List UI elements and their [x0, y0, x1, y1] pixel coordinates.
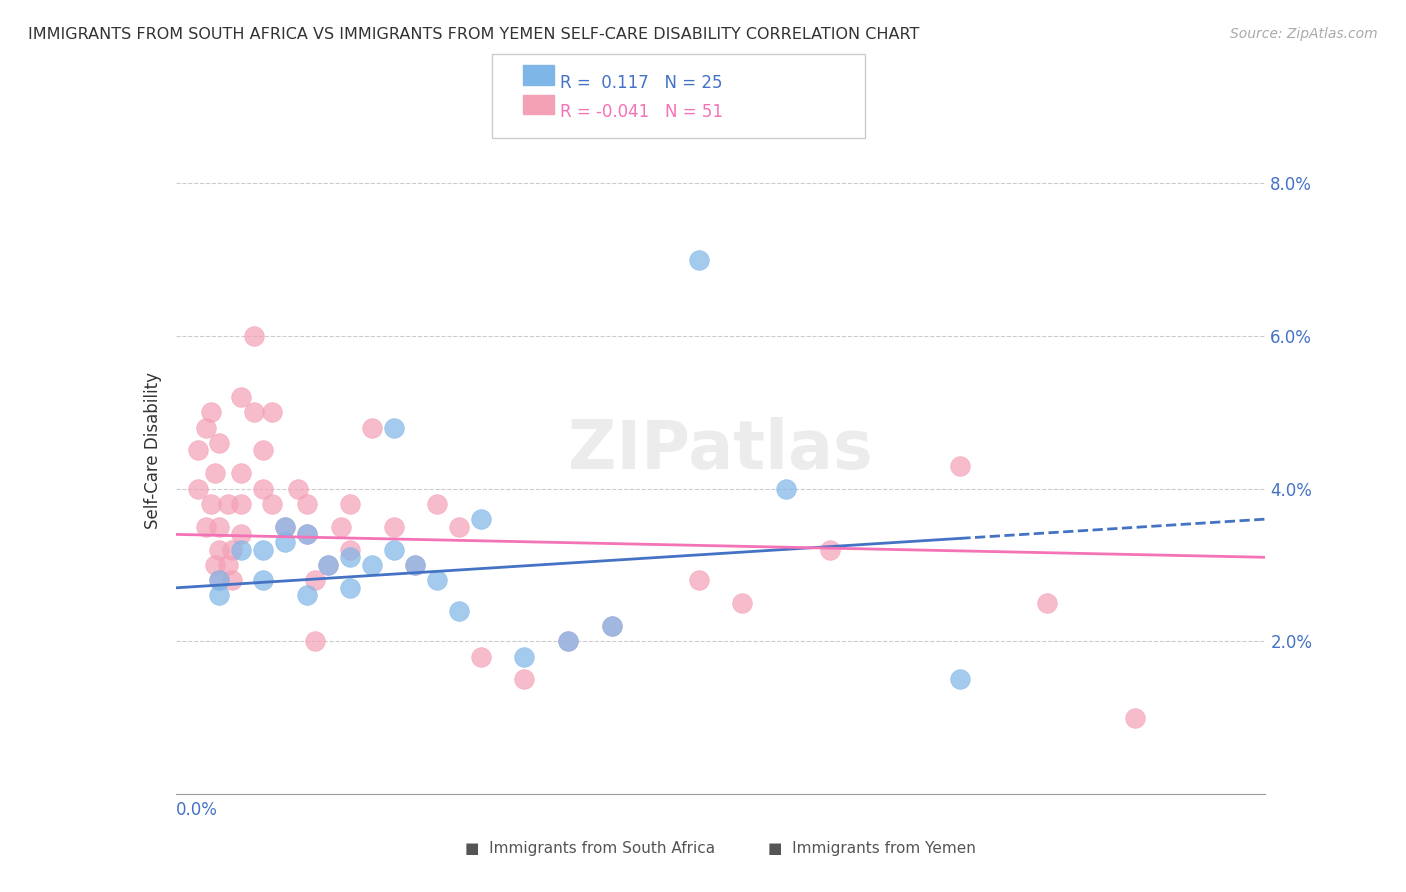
Point [295, 527, 318, 541]
Point [382, 520, 405, 534]
Point [339, 542, 361, 557]
Point [1123, 710, 1146, 724]
Point [204, 467, 226, 481]
Point [274, 520, 297, 534]
Point [600, 619, 623, 633]
Text: 0.0%: 0.0% [176, 801, 218, 819]
Point [688, 252, 710, 267]
Point [731, 596, 754, 610]
Point [426, 497, 449, 511]
Text: ■  Immigrants from South Africa: ■ Immigrants from South Africa [465, 841, 716, 856]
Point [208, 520, 231, 534]
Point [295, 527, 318, 541]
Point [688, 573, 710, 587]
Point [186, 482, 209, 496]
Point [318, 558, 340, 572]
Point [295, 497, 318, 511]
Point [382, 420, 405, 434]
Point [231, 542, 253, 557]
Point [252, 482, 274, 496]
Point [513, 673, 536, 687]
Text: R =  0.117   N = 25: R = 0.117 N = 25 [560, 74, 723, 92]
Point [274, 520, 297, 534]
Point [304, 634, 326, 648]
Y-axis label: Self-Care Disability: Self-Care Disability [143, 372, 162, 529]
Point [186, 443, 209, 458]
Point [818, 542, 841, 557]
Point [217, 558, 239, 572]
Text: R = -0.041   N = 51: R = -0.041 N = 51 [560, 103, 723, 121]
Point [200, 405, 222, 419]
Point [287, 482, 309, 496]
Point [318, 558, 340, 572]
Point [221, 542, 243, 557]
Point [243, 405, 266, 419]
Point [243, 329, 266, 343]
Point [339, 581, 361, 595]
Point [295, 589, 318, 603]
Point [600, 619, 623, 633]
Point [217, 497, 239, 511]
Point [252, 573, 274, 587]
Point [775, 482, 797, 496]
Point [405, 558, 427, 572]
Point [231, 467, 253, 481]
Point [339, 550, 361, 565]
Text: ■  Immigrants from Yemen: ■ Immigrants from Yemen [768, 841, 976, 856]
Point [208, 435, 231, 450]
Point [208, 573, 231, 587]
Point [382, 542, 405, 557]
Point [204, 558, 226, 572]
Point [557, 634, 579, 648]
Point [557, 634, 579, 648]
Point [231, 390, 253, 404]
Point [274, 535, 297, 549]
Point [330, 520, 353, 534]
Text: ZIPatlas: ZIPatlas [568, 417, 873, 483]
Point [360, 558, 382, 572]
Point [405, 558, 427, 572]
Point [252, 542, 274, 557]
Point [513, 649, 536, 664]
Point [426, 573, 449, 587]
Point [447, 520, 470, 534]
Point [304, 573, 326, 587]
Point [231, 497, 253, 511]
Point [470, 649, 492, 664]
Point [447, 604, 470, 618]
Point [195, 520, 218, 534]
Point [949, 673, 972, 687]
Point [200, 497, 222, 511]
Point [470, 512, 492, 526]
Point [339, 497, 361, 511]
Point [208, 542, 231, 557]
Point [1036, 596, 1059, 610]
Point [260, 497, 283, 511]
Point [231, 527, 253, 541]
Text: Source: ZipAtlas.com: Source: ZipAtlas.com [1230, 27, 1378, 41]
Point [949, 458, 972, 473]
Point [208, 573, 231, 587]
Point [208, 589, 231, 603]
Point [195, 420, 218, 434]
Point [360, 420, 382, 434]
Point [221, 573, 243, 587]
Point [260, 405, 283, 419]
Text: IMMIGRANTS FROM SOUTH AFRICA VS IMMIGRANTS FROM YEMEN SELF-CARE DISABILITY CORRE: IMMIGRANTS FROM SOUTH AFRICA VS IMMIGRAN… [28, 27, 920, 42]
Point [252, 443, 274, 458]
